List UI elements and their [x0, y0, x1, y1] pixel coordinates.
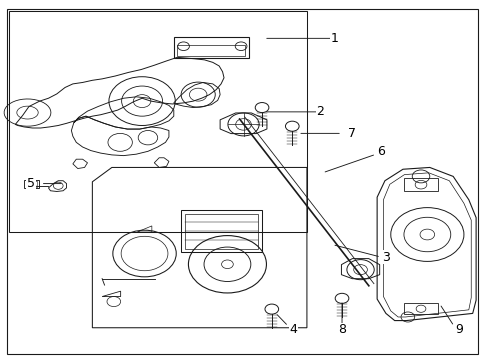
Text: 3: 3	[381, 251, 389, 264]
Text: 8: 8	[337, 323, 346, 336]
Text: 4: 4	[289, 323, 297, 336]
Bar	[184, 214, 258, 249]
Bar	[24, 180, 39, 188]
Bar	[404, 303, 437, 315]
Bar	[26, 181, 37, 187]
Bar	[9, 12, 306, 232]
Bar	[173, 37, 249, 58]
Text: 9: 9	[454, 323, 462, 336]
Text: 1: 1	[330, 32, 338, 45]
Text: 7: 7	[347, 127, 355, 140]
Text: 6: 6	[376, 145, 384, 158]
Bar	[177, 45, 245, 55]
Text: 2: 2	[316, 105, 324, 118]
Text: 5: 5	[27, 177, 35, 190]
Bar	[181, 211, 261, 252]
Bar	[404, 178, 437, 192]
